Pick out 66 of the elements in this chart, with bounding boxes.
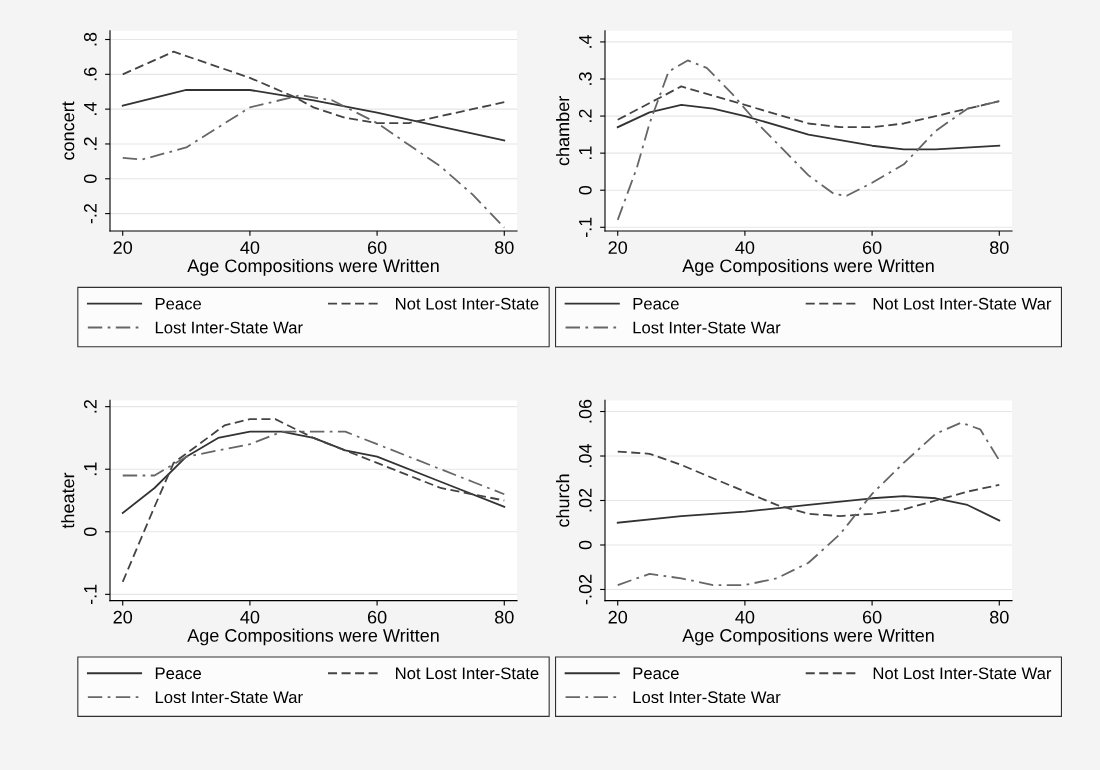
line-series (616, 495, 1001, 524)
x-tick-label: 40 (735, 241, 755, 254)
legend-label: Not Lost Inter-State War (873, 297, 1052, 310)
x-tick-label: 60 (367, 610, 387, 624)
y-tick-label: .2 (83, 400, 97, 413)
y-tick-label: .06 (578, 399, 592, 423)
y-axis-title: concert (62, 101, 75, 160)
y-tick-label: .2 (578, 109, 592, 122)
x-tick-label: 60 (367, 241, 387, 254)
x-axis-title: Age Compositions were Written (682, 258, 934, 276)
line-series (616, 59, 1001, 221)
x-tick-label: 40 (240, 610, 260, 624)
y-tick-label: -.1 (84, 584, 97, 605)
y-tick-label: .4 (84, 102, 97, 116)
line-series (616, 450, 1001, 517)
legend-label: Not Lost Inter-State (396, 297, 539, 310)
y-tick-label: .6 (83, 67, 97, 81)
legend-label: Not Lost Inter-State (396, 667, 539, 680)
legend-label: Peace (155, 297, 202, 310)
y-tick-label: 0 (83, 174, 97, 184)
x-axis-title: Age Compositions were Written (187, 628, 439, 646)
line-series (121, 430, 506, 514)
legend-label: Lost Inter-State War (633, 691, 781, 704)
y-tick-label: .8 (83, 32, 97, 46)
y-tick-label: .02 (578, 488, 592, 512)
y-tick-label: .1 (579, 146, 592, 160)
y-tick-label: .4 (579, 34, 592, 48)
y-tick-label: 0 (578, 540, 592, 550)
legend-label: Not Lost Inter-State War (873, 667, 1052, 680)
x-tick-label: 80 (495, 610, 514, 624)
y-tick-label: 0 (578, 185, 592, 195)
legend-label: Peace (633, 297, 679, 310)
y-tick-label: .3 (578, 72, 592, 85)
y-axis-title: chamber (556, 96, 570, 166)
legend-label: Lost Inter-State War (155, 691, 303, 704)
line-series (121, 89, 506, 142)
y-tick-label: -.2 (83, 203, 97, 224)
y-tick-label: .1 (84, 462, 97, 476)
line-series (121, 430, 506, 496)
x-tick-label: 40 (240, 241, 260, 254)
x-tick-label: 20 (608, 241, 628, 254)
x-tick-label: 60 (862, 610, 882, 624)
x-tick-label: 20 (113, 610, 133, 624)
legend-label: Peace (155, 667, 202, 680)
y-tick-label: .2 (83, 137, 97, 150)
y-tick-label: .04 (578, 443, 592, 467)
line-series (616, 421, 1001, 586)
y-axis-title: church (556, 474, 570, 527)
x-tick-label: 80 (990, 610, 1009, 624)
legend-label: Lost Inter-State War (155, 321, 303, 334)
x-tick-label: 40 (735, 610, 755, 624)
x-tick-label: 20 (608, 610, 628, 624)
legend-label: Lost Inter-State War (633, 321, 781, 334)
y-tick-label: -.1 (579, 217, 592, 238)
line-series (121, 50, 506, 124)
x-tick-label: 20 (113, 241, 133, 254)
line-series (616, 104, 1001, 151)
legend-label: Peace (633, 667, 679, 680)
x-axis-title: Age Compositions were Written (187, 258, 439, 276)
x-tick-label: 60 (862, 241, 882, 254)
y-tick-label: -.02 (578, 574, 592, 605)
y-axis-title: theater (61, 472, 75, 529)
y-tick-label: 0 (83, 527, 97, 537)
x-axis-title: Age Compositions were Written (682, 628, 934, 646)
x-tick-label: 80 (990, 241, 1009, 254)
x-tick-label: 80 (495, 241, 514, 254)
